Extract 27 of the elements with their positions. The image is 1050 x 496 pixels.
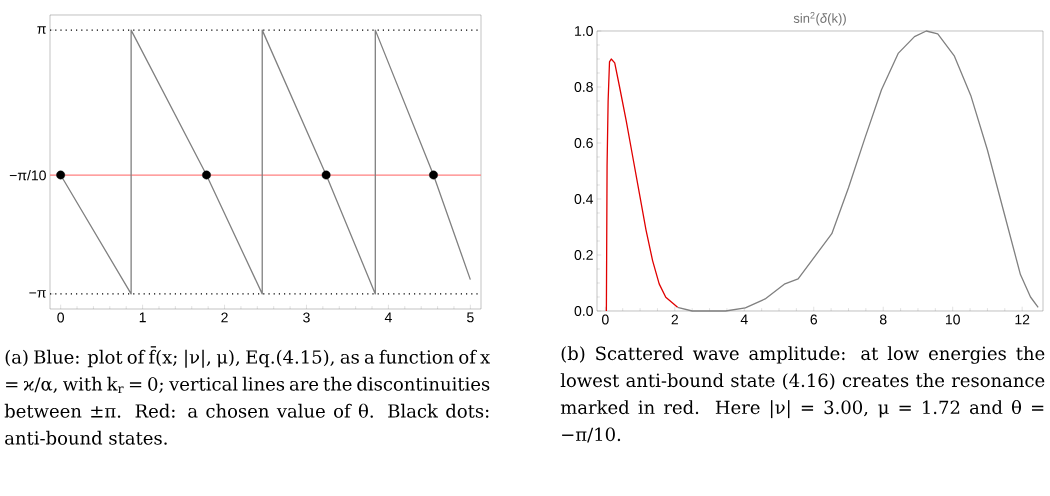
x-tick-label: 10 [945,314,960,325]
x-tick-label: 6 [810,314,818,325]
chart-title: sin$^{2}$(δ(k)) [793,12,846,26]
x-tick-label: 0 [57,312,65,323]
y-tick-label: −π [29,290,46,298]
y-tick-label: 1.0 [575,26,593,36]
x-tick-label: 8 [879,314,887,325]
x-tick-label: 5 [467,312,474,323]
y-tick-label: 0.2 [574,250,593,260]
x-tick-label: 2 [671,314,679,325]
line-series [676,30,1039,312]
y-tick-label: −π/10 [9,170,46,181]
x-tick-label: 4 [384,312,392,323]
x-tick-label: 1 [139,312,146,323]
y-tick-label: 0.4 [574,194,594,204]
line-series [605,58,679,312]
y-tick-label: π [37,26,46,34]
x-tick-label: 2 [221,312,228,323]
text: (a) Blue: plot of f̄(x; |ν|, μ), Eq.(4.15), as a function of x = ϰ/α, with k$_{r}$ = 0; vertical lines are the discontinuities between ±π. Red: a chosen value of θ. Black dots: anti-bound states. [4,346,490,445]
text: (b) Scattered wave amplitude: at low energies the lowest anti-bound state (4.16) creates the resonance marked in red. Here |ν| = 3.00, μ = 1.72 and θ = −π/10. [560,346,1045,443]
x-tick-label: 4 [740,314,748,325]
y-tick-label: 0.0 [574,306,593,316]
y-tick-label: 0.8 [574,82,593,92]
x-tick-label: 3 [303,312,310,323]
x-tick-label: 0 [602,314,609,325]
x-tick-label: 12 [1015,314,1030,325]
y-tick-label: 0.6 [574,138,593,148]
